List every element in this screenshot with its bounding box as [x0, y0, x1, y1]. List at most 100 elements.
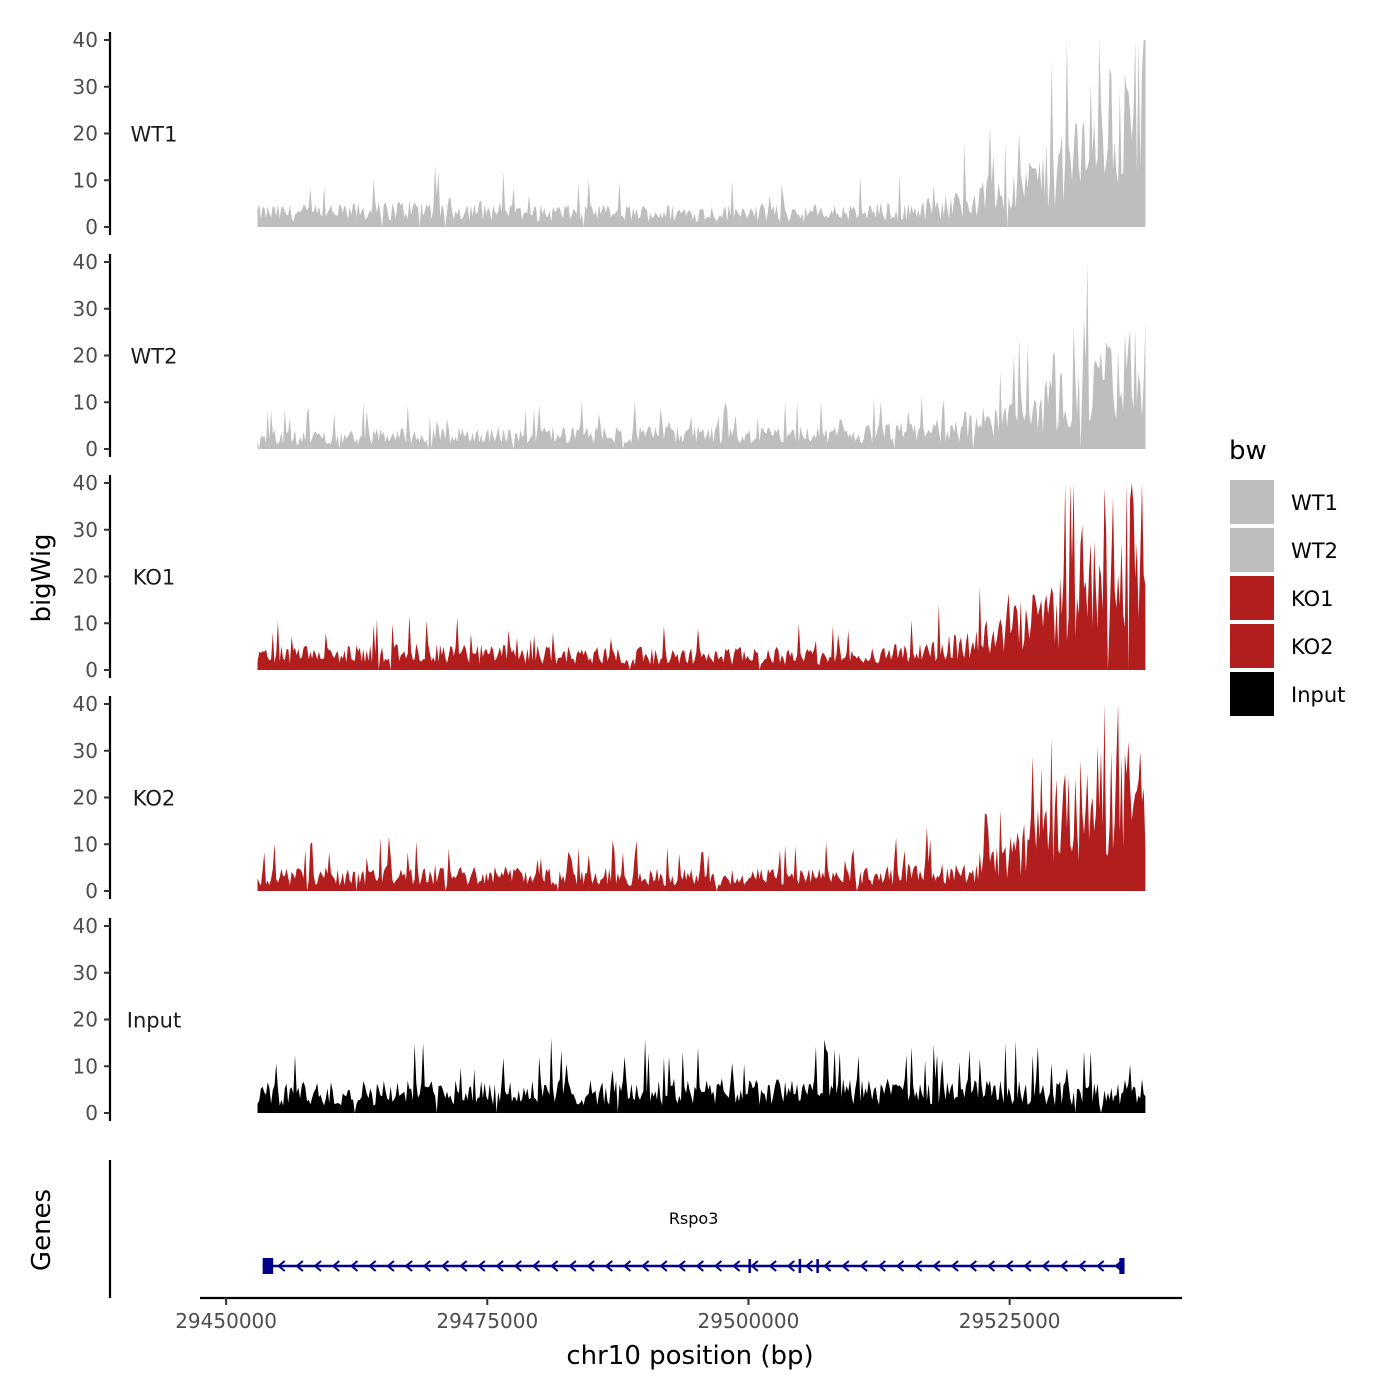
strand-arrow [604, 1260, 613, 1272]
y-tick-label: 40 [73, 692, 98, 716]
y-tick-label: 20 [73, 122, 98, 146]
track-label: Input [127, 1009, 181, 1033]
x-tick-label: 29475000 [436, 1309, 538, 1333]
strand-arrow [331, 1260, 340, 1272]
y-tick-label: 30 [73, 961, 98, 985]
strand-arrow [550, 1260, 559, 1272]
gene-exon [798, 1259, 802, 1273]
strand-arrow [823, 1260, 832, 1272]
y-tick-label: 0 [85, 215, 98, 239]
strand-arrow [404, 1260, 413, 1272]
track-wt1: 0 10 20 30 40 WT1 [73, 28, 1146, 239]
y-tick-label: 30 [73, 297, 98, 321]
coverage-area-wt1 [257, 40, 1146, 227]
strand-arrow [313, 1260, 322, 1272]
strand-arrow [440, 1260, 450, 1272]
strand-arrow [932, 1260, 941, 1272]
coverage-area-input [257, 1037, 1146, 1113]
strand-arrow [950, 1260, 959, 1272]
y-tick-label: 20 [73, 786, 98, 810]
y-tick-label: 0 [85, 437, 98, 461]
track-ko2: 0 10 20 30 40 KO2 [73, 692, 1146, 903]
y-tick-label: 20 [73, 565, 98, 589]
y-tick-label: 10 [73, 390, 98, 414]
x-axis-title: chr10 position (bp) [566, 1341, 813, 1371]
strand-arrow [1005, 1260, 1014, 1272]
strand-arrow [568, 1260, 577, 1272]
strand-arrow [349, 1260, 359, 1272]
strand-arrow [1096, 1260, 1105, 1272]
genes-track-title: Genes [27, 1189, 57, 1271]
y-tick-label: 20 [73, 1008, 98, 1032]
legend-swatch [1230, 624, 1274, 668]
y-axis-title: bigWig [27, 533, 57, 622]
gene-exon [748, 1259, 751, 1273]
legend-swatch [1230, 672, 1274, 716]
strand-arrow [877, 1260, 886, 1272]
strand-arrow [659, 1260, 668, 1272]
y-tick-label: 40 [73, 250, 98, 274]
coverage-area-ko1 [257, 483, 1146, 670]
gene-label: Rspo3 [669, 1209, 719, 1228]
legend-label: KO2 [1291, 635, 1334, 659]
legend-swatch [1230, 576, 1274, 620]
x-tick-label: 29450000 [175, 1309, 277, 1333]
strand-arrow [895, 1260, 905, 1272]
x-tick-label: 29500000 [698, 1309, 800, 1333]
strand-arrow [513, 1260, 522, 1272]
track-label: KO1 [133, 566, 176, 590]
strand-arrow [422, 1260, 431, 1272]
y-tick-label: 0 [85, 879, 98, 903]
y-tick-label: 0 [85, 1101, 98, 1125]
strand-arrow [732, 1260, 741, 1272]
gene-track: Rspo3 [108, 1160, 1125, 1298]
strand-arrow [277, 1260, 286, 1272]
coverage-area-wt2 [257, 262, 1146, 449]
y-tick-label: 30 [73, 75, 98, 99]
strand-arrow [786, 1260, 795, 1272]
legend-label: KO1 [1291, 587, 1334, 611]
strand-arrow [477, 1260, 486, 1272]
legend: bw WT1 WT2 KO1 KO2 Input [1229, 436, 1345, 716]
y-tick-label: 10 [73, 832, 98, 856]
strand-arrow [841, 1260, 850, 1272]
strand-arrow [1059, 1260, 1068, 1272]
y-tick-label: 20 [73, 344, 98, 368]
y-tick-label: 40 [73, 471, 98, 495]
strand-arrow [713, 1260, 723, 1272]
strand-arrow [531, 1260, 541, 1272]
strand-arrow [986, 1260, 996, 1272]
y-tick-label: 30 [73, 739, 98, 763]
gene-exon [1119, 1258, 1125, 1274]
coverage-tracks: 0 10 20 30 40 WT1 0 10 20 30 40 WT2 0 10 20 30 40 KO1 0 10 2… [73, 28, 1146, 1125]
y-tick-label: 30 [73, 518, 98, 542]
track-label: KO2 [133, 787, 176, 811]
legend-title: bw [1229, 436, 1267, 466]
strand-arrow [695, 1260, 704, 1272]
coverage-area-ko2 [257, 704, 1146, 891]
track-label: WT1 [131, 123, 178, 147]
strand-arrow [768, 1260, 777, 1272]
legend-label: WT1 [1291, 491, 1338, 515]
gene-exon [262, 1258, 274, 1274]
strand-arrow [586, 1260, 595, 1272]
strand-arrow [368, 1260, 377, 1272]
strand-arrow [1041, 1260, 1050, 1272]
track-ko1: 0 10 20 30 40 KO1 [73, 471, 1146, 682]
strand-arrow [677, 1260, 686, 1272]
strand-arrow [1023, 1260, 1032, 1272]
strand-arrow [750, 1260, 759, 1272]
strand-arrow [622, 1260, 632, 1272]
strand-arrow [968, 1260, 977, 1272]
x-axis: 29450000 29475000 29500000 29525000 [175, 1296, 1182, 1333]
strand-arrow [1077, 1260, 1087, 1272]
y-tick-label: 40 [73, 914, 98, 938]
strand-arrow [459, 1260, 468, 1272]
gene-exon [816, 1259, 819, 1273]
strand-arrow [641, 1260, 650, 1272]
legend-label: Input [1291, 683, 1345, 707]
strand-arrow [914, 1260, 923, 1272]
track-wt2: 0 10 20 30 40 WT2 [73, 250, 1146, 461]
y-tick-label: 10 [73, 168, 98, 192]
